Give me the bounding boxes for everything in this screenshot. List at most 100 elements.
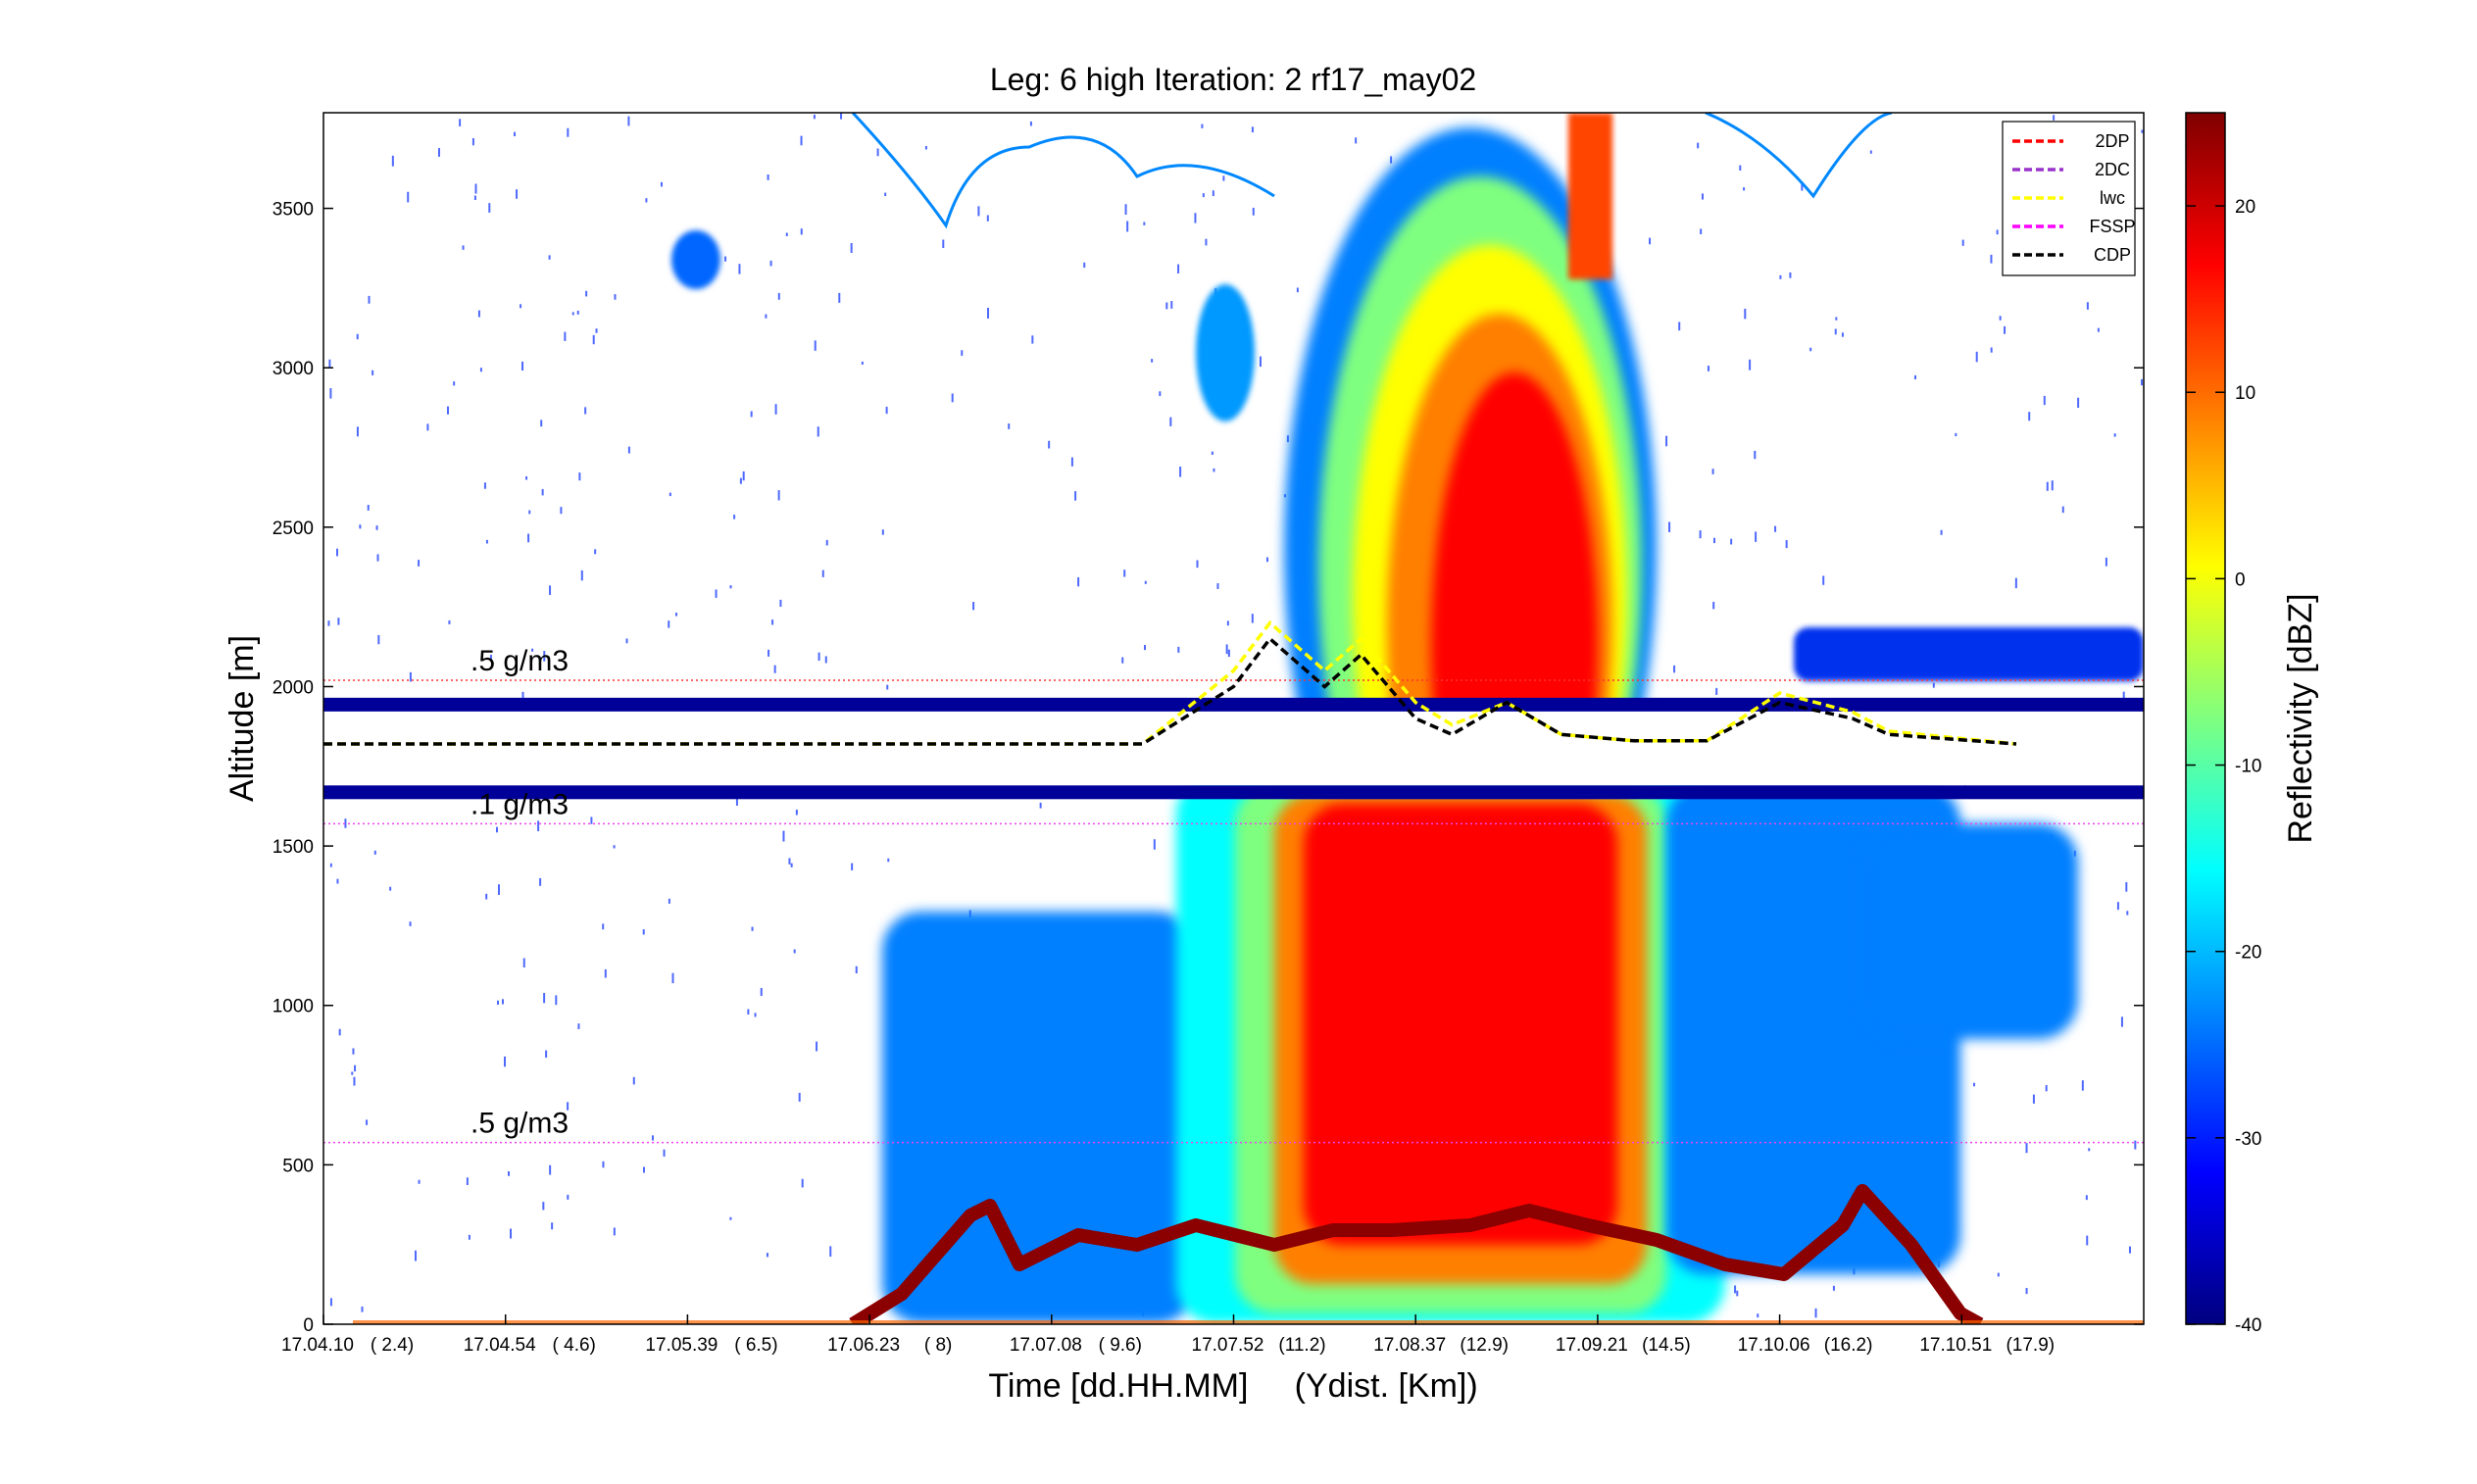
noise-speckle — [800, 228, 803, 235]
noise-speckle — [2134, 1140, 2137, 1150]
colorbar: -40 -30 -20 -10 0 10 20 Reflectivity [dBZ] — [2185, 112, 2319, 1336]
noise-speckle — [580, 569, 583, 581]
noise-speckle — [437, 148, 440, 157]
upper-sidelobe-band — [323, 697, 2144, 712]
noise-speckle — [660, 181, 663, 187]
noise-speckle — [1143, 222, 1146, 225]
noise-speckle — [2141, 378, 2144, 386]
noise-speckle — [886, 684, 889, 690]
noise-speckle — [1165, 302, 1168, 310]
noise-speckle — [850, 242, 853, 254]
lower-cloud-region — [1304, 804, 1617, 1245]
noise-speckle — [2086, 302, 2089, 310]
noise-speckle — [539, 877, 542, 886]
noise-speckle — [627, 446, 630, 454]
noise-speckle — [1832, 1285, 1835, 1291]
noise-speckle — [1225, 644, 1228, 655]
noise-speckle — [816, 1041, 818, 1052]
noise-speckle — [1814, 1308, 1817, 1318]
x-tick-distance-label: ( 6.5) — [734, 1335, 777, 1356]
noise-speckle — [567, 1102, 570, 1111]
noise-speckle — [1144, 580, 1147, 584]
legend-label-2dp: 2DP — [2095, 131, 2129, 151]
upper-echo-streak — [851, 113, 1893, 229]
reference-line-label: .5 g/m3 — [471, 645, 569, 677]
noise-speckle — [1757, 1313, 1759, 1318]
plot-area — [322, 112, 2145, 1325]
noise-speckle — [2113, 433, 2116, 437]
noise-speckle — [1990, 254, 1993, 264]
x-tick-time-label: 17.04.54 — [464, 1335, 536, 1356]
noise-speckle — [987, 308, 990, 319]
noise-speckle — [337, 618, 340, 625]
noise-speckle — [760, 987, 763, 997]
noise-speckle — [851, 863, 854, 870]
y-tick-label: 1500 — [272, 837, 314, 858]
noise-speckle — [356, 333, 359, 340]
colorbar-tick-label: 0 — [2235, 569, 2246, 590]
noise-speckle — [375, 525, 378, 530]
noise-speckle — [884, 192, 887, 197]
noise-speckle — [542, 1202, 545, 1211]
noise-speckle — [1700, 228, 1703, 234]
noise-speckle — [545, 1050, 548, 1059]
noise-speckle — [739, 477, 742, 484]
noise-speckle — [528, 510, 531, 515]
noise-speckle — [336, 878, 339, 884]
noise-speckle — [373, 850, 376, 855]
noise-speckle — [1841, 332, 1844, 337]
noise-speckle — [1755, 531, 1758, 542]
noise-speckle — [1997, 1272, 2000, 1277]
noise-speckle — [377, 634, 380, 645]
noise-speckle — [1212, 190, 1214, 197]
noise-speckle — [951, 393, 954, 403]
noise-speckle — [2125, 882, 2128, 892]
legend: 2DP 2DC lwc FSSP CDP — [2002, 121, 2136, 276]
colorbar-tick-label: -30 — [2235, 1129, 2261, 1150]
noise-speckle — [1835, 317, 1838, 321]
noise-speckle — [1286, 435, 1289, 443]
chart-title: Leg: 6 high Iteration: 2 rf17_may02 — [990, 62, 1476, 97]
noise-speckle — [876, 148, 879, 157]
noise-speckle — [614, 294, 617, 300]
noise-speckle — [1196, 560, 1199, 569]
colorbar-ticks: -40 -30 -20 -10 0 10 20 — [2186, 197, 2261, 1336]
noise-speckle — [817, 652, 820, 662]
noise-speckle — [1252, 207, 1255, 216]
noise-speckle — [2126, 911, 2129, 915]
noise-speckle — [724, 256, 727, 262]
noise-speckle — [540, 420, 543, 427]
noise-speckle — [733, 515, 736, 519]
noise-speckle — [352, 1048, 355, 1055]
noise-speckle — [1739, 165, 1742, 171]
noise-speckle — [510, 1228, 513, 1239]
noise-speckle — [1744, 308, 1747, 320]
noise-speckle — [571, 312, 574, 316]
noise-speckle — [1975, 351, 1978, 363]
noise-speckle — [541, 488, 544, 496]
x-tick-distance-label: (16.2) — [1824, 1335, 1873, 1356]
noise-speckle — [2085, 1195, 2088, 1201]
noise-speckle — [485, 893, 488, 900]
noise-speckle — [754, 1013, 757, 1017]
noise-speckle — [1194, 213, 1197, 223]
noise-speckle — [675, 613, 678, 617]
noise-speckle — [1932, 682, 1935, 688]
noise-speckle — [2086, 1235, 2089, 1246]
noise-speckle — [2032, 1094, 2035, 1104]
noise-speckle — [729, 585, 732, 589]
noise-speckle — [642, 929, 645, 935]
noise-speckle — [585, 290, 588, 297]
noise-speckle — [522, 958, 525, 968]
noise-speckle — [525, 476, 528, 480]
noise-speckle — [986, 215, 989, 222]
convective-core — [1568, 113, 1612, 279]
noise-speckle — [503, 1056, 506, 1067]
noise-speckle — [642, 1166, 645, 1173]
colorbar-tick-label: -40 — [2235, 1315, 2261, 1336]
noise-speckle — [1712, 537, 1715, 544]
noise-speckle — [671, 972, 674, 984]
noise-speckle — [613, 1227, 616, 1236]
x-tick-distance-label: (12.9) — [1460, 1335, 1509, 1356]
x-tick-distance-label: ( 8) — [924, 1335, 953, 1356]
